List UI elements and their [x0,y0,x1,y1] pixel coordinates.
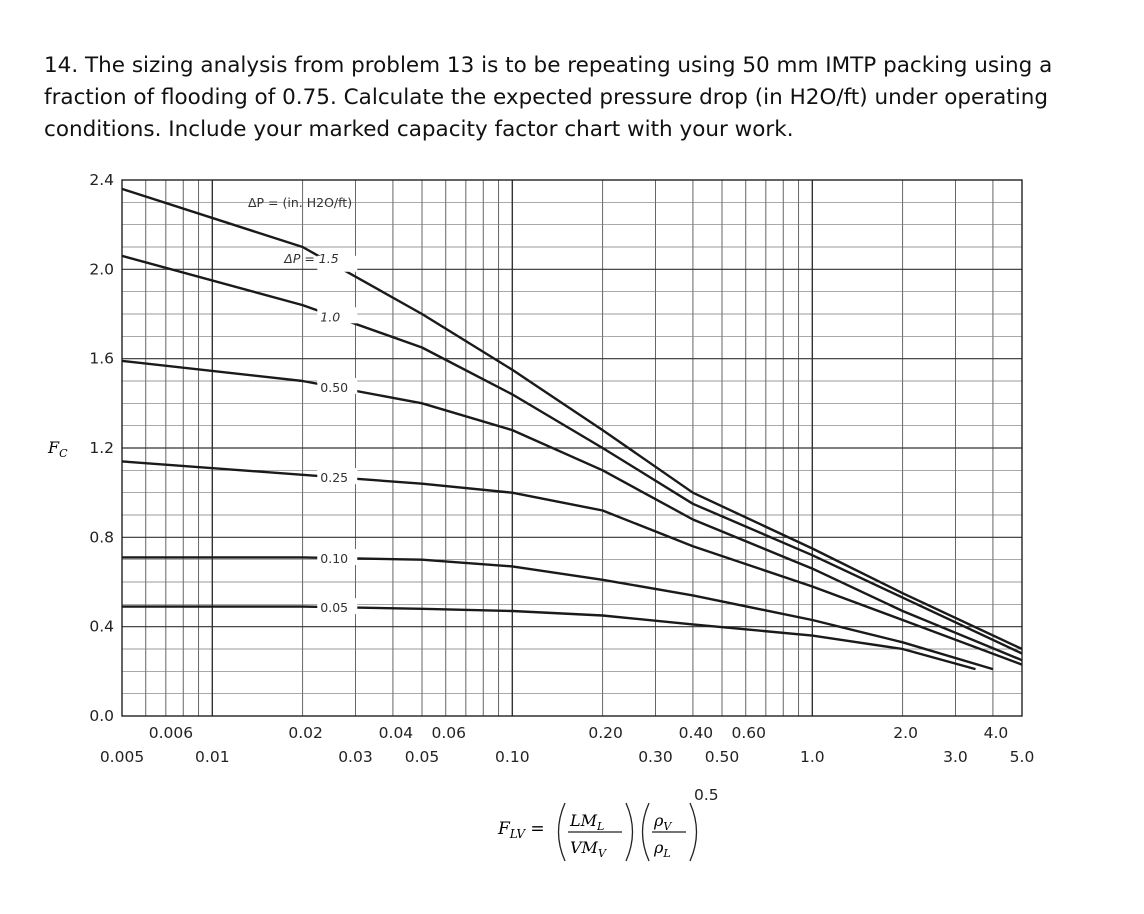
curve-labels: ΔP = 1.5 1.0 0.50 0.25 0.10 0.05 [283,251,358,615]
x-tick-label: 0.02 [288,724,323,742]
y-tick-label: 1.6 [89,350,114,368]
curve-label-bg [317,549,358,566]
svg-text:VMV: VMV [570,838,607,860]
x-tick-label: 0.60 [731,724,766,742]
x-tick-label: 0.05 [405,748,440,766]
series-line-0.25 [121,460,1023,666]
x-tick-label: 0.03 [338,748,373,766]
curve-label-1.0: 1.0 [320,309,340,324]
problem-statement: 14. The sizing analysis from problem 13 … [44,53,1053,142]
x-tick-label: 0.006 [149,724,193,742]
curve-label-0.25: 0.25 [320,470,348,485]
curve-label-bg [317,255,358,272]
x-axis-label: FLV = LML VMV ρV ρL 0.5 [497,786,719,862]
legend-title: ΔP = (in. H2O/ft) [248,195,352,210]
series-line-0.05 [122,605,976,671]
y-tick-label: 0.4 [89,618,114,636]
y-tick-label: 0.0 [89,707,114,725]
curve-label-bg [317,468,358,485]
curve-label-0.50: 0.50 [320,380,348,395]
x-tick-label: 3.0 [943,748,968,766]
x-tick-label: 0.30 [638,748,673,766]
x-tick-label: 0.10 [495,748,530,766]
x-tick-label: 0.005 [100,748,144,766]
y-tick-label: 0.8 [89,528,114,546]
svg-text:0.5: 0.5 [694,786,719,804]
svg-text:ρV: ρV [653,811,672,833]
x-tick-label: 2.0 [893,724,918,742]
curve-label-1.5: ΔP = 1.5 [283,251,338,266]
curve-label-bg [317,377,358,394]
y-axis-label: FC [47,438,68,460]
svg-text:ρL: ρL [653,838,671,860]
curve-label-0.10: 0.10 [320,551,348,566]
y-tick-label: 1.2 [89,439,114,457]
x-tick-labels: 0.006 0.02 0.04 0.06 0.20 0.40 0.60 2.0 4.0 0.005… [100,724,1035,766]
x-tick-label: 0.50 [705,748,740,766]
x-tick-label: 1.0 [800,748,825,766]
series-layer [121,187,1023,671]
curve-label-0.05: 0.05 [320,600,348,615]
x-tick-label: 5.0 [1010,748,1035,766]
x-tick-label: 0.40 [679,724,714,742]
curve-label-bg [317,307,358,324]
x-tick-label: 0.01 [195,748,230,766]
y-tick-label: 2.0 [89,260,114,278]
svg-text:LML: LML [569,811,604,833]
y-tick-label: 2.4 [89,171,114,189]
x-tick-label: 0.04 [379,724,414,742]
x-tick-label: 0.06 [431,724,466,742]
grid-major [122,180,1022,716]
series-line-1.5 [121,187,1023,651]
x-tick-label: 0.20 [588,724,623,742]
curve-label-bg [317,598,358,615]
svg-text:FLV =: FLV = [497,819,545,841]
y-tick-labels: 2.4 2.0 1.6 1.2 0.8 0.4 0.0 [89,171,114,725]
plot-frame [121,179,1023,717]
series-line-1.0 [121,254,1023,655]
x-tick-label: 4.0 [984,724,1009,742]
